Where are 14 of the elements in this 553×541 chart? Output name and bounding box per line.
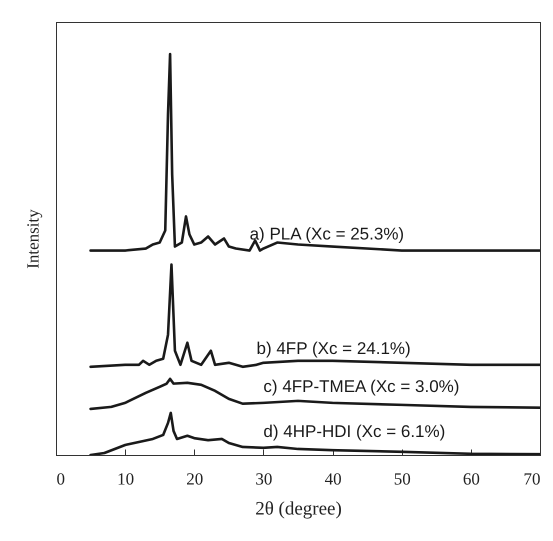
y-axis-title: Intensity: [24, 208, 42, 269]
series-label: a) PLA (Xc = 25.3%): [250, 224, 404, 244]
series-label: d) 4HP-HDI (Xc = 6.1%): [263, 422, 446, 441]
x-tick-label: 50: [394, 470, 411, 488]
x-axis-title: 2θ (degree): [255, 498, 342, 520]
x-tick-label: 10: [117, 470, 134, 488]
x-tick-label: 30: [255, 470, 272, 488]
x-tick-label: 0: [56, 470, 65, 488]
series-label: c) 4FP-TMEA (Xc = 3.0%): [263, 376, 460, 396]
x-tick-label: 70: [524, 470, 540, 488]
x-tick-label: 40: [324, 470, 342, 488]
series-label: b) 4FP (Xc = 24.1%): [256, 338, 411, 358]
x-tick-label: 20: [186, 470, 204, 488]
x-tick-label: 60: [462, 470, 480, 488]
